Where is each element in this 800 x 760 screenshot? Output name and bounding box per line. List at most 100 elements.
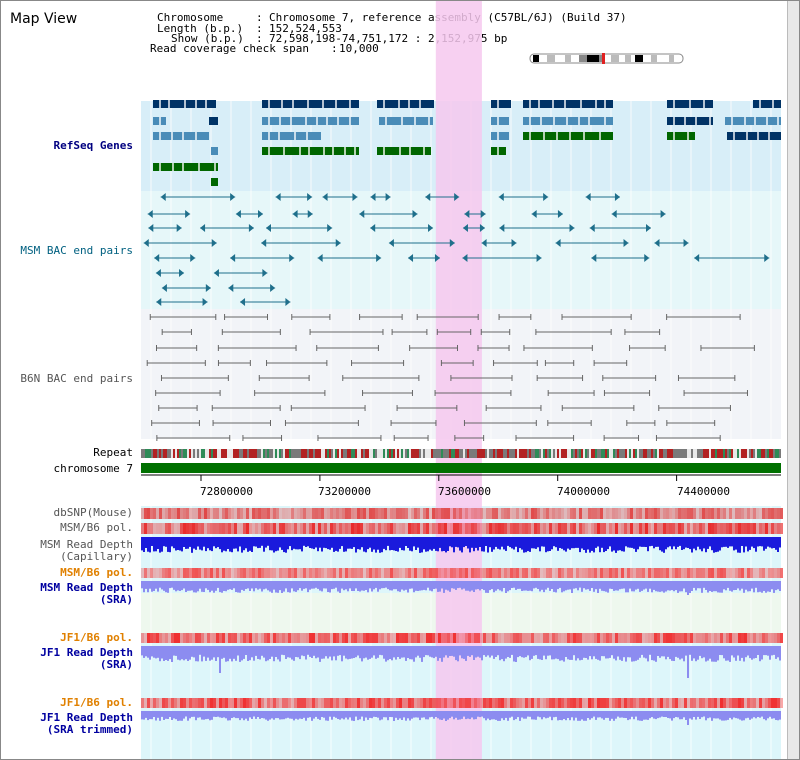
jf1-depth-sra bbox=[265, 646, 267, 662]
msm-b6-pol2-cell bbox=[213, 568, 216, 578]
msm-b6-pol2-cell bbox=[621, 568, 624, 578]
msm-b6-pol2-cell bbox=[723, 568, 726, 578]
msm-depth-sra bbox=[339, 581, 341, 593]
msm-b6-pol2-cell bbox=[168, 568, 171, 578]
repeat-segment bbox=[669, 449, 671, 458]
msm-b6-pol2-cell bbox=[561, 568, 564, 578]
jf1-b6-pol2-cell bbox=[651, 698, 654, 708]
repeat-segment bbox=[595, 449, 597, 458]
jf1-b6-pol-cell bbox=[420, 633, 423, 643]
msm-b6-pol-cell bbox=[456, 523, 459, 534]
jf1-depth-sra bbox=[771, 646, 773, 656]
msm-depth-capillary bbox=[409, 537, 411, 551]
dbsnp-cell bbox=[447, 508, 450, 519]
msm-b6-pol-cell bbox=[531, 523, 534, 534]
chromosome-ideogram[interactable] bbox=[529, 53, 685, 65]
jf1-b6-pol2-cell bbox=[696, 698, 699, 708]
dbsnp-cell bbox=[396, 508, 399, 519]
msm-depth-sra bbox=[439, 581, 441, 592]
jf1-depth-trim bbox=[389, 711, 391, 717]
msm-depth-capillary bbox=[221, 537, 223, 553]
msm-depth-sra bbox=[643, 581, 645, 590]
msm-b6-pol-cell bbox=[672, 523, 675, 534]
jf1-b6-pol-cell bbox=[315, 633, 318, 643]
repeat-segment bbox=[565, 449, 567, 458]
jf1-b6-pol-cell bbox=[777, 633, 780, 643]
track-label-msm-bac[interactable]: MSM BAC end pairs bbox=[20, 244, 133, 257]
msm-depth-sra bbox=[695, 581, 697, 591]
jf1-b6-pol2-cell bbox=[630, 698, 633, 708]
msm-depth-sra bbox=[195, 581, 197, 593]
msm-bac-end bbox=[205, 284, 211, 292]
msm-b6-pol-cell bbox=[651, 523, 654, 534]
jf1-depth-trim bbox=[193, 711, 195, 717]
msm-b6-pol-cell bbox=[315, 523, 318, 534]
repeat-segment bbox=[305, 449, 307, 458]
jf1-depth-sra bbox=[711, 646, 713, 662]
jf1-b6-pol2-cell bbox=[186, 698, 189, 708]
msm-depth-sra bbox=[431, 581, 433, 592]
msm-depth-sra bbox=[389, 581, 391, 591]
msm-b6-pol-cell bbox=[327, 523, 330, 534]
msm-depth-capillary bbox=[273, 537, 275, 553]
vertical-scrollbar[interactable] bbox=[787, 1, 799, 759]
msm-b6-pol-cell bbox=[453, 523, 456, 534]
repeat-segment bbox=[415, 449, 417, 458]
msm-depth-capillary bbox=[171, 537, 173, 547]
repeat-segment bbox=[751, 449, 753, 458]
msm-b6-pol2-cell bbox=[666, 568, 669, 578]
repeat-segment bbox=[221, 449, 223, 458]
repeat-segment bbox=[425, 449, 427, 458]
msm-b6-pol-cell bbox=[285, 523, 288, 534]
jf1-depth-trim bbox=[709, 711, 711, 718]
jf1-depth-sra bbox=[455, 646, 457, 661]
msm-depth-sra bbox=[289, 581, 291, 593]
repeat-segment bbox=[551, 449, 553, 458]
msm-bac-end bbox=[569, 224, 575, 232]
msm-b6-pol-cell bbox=[459, 523, 462, 534]
repeat-segment bbox=[485, 449, 487, 458]
msm-depth-sra bbox=[223, 581, 225, 591]
repeat-segment bbox=[455, 449, 457, 458]
msm-depth-sra bbox=[759, 581, 761, 592]
msm-depth-sra bbox=[147, 581, 149, 593]
dbsnp-cell bbox=[246, 508, 249, 519]
msm-depth-sra bbox=[569, 581, 571, 590]
msm-depth-sra bbox=[505, 581, 507, 593]
msm-bac-end bbox=[154, 254, 160, 262]
jf1-depth-trim bbox=[659, 711, 661, 718]
dbsnp-cell bbox=[660, 508, 663, 519]
repeat-segment bbox=[693, 449, 695, 458]
jf1-b6-pol-cell bbox=[441, 633, 444, 643]
msm-depth-capillary bbox=[531, 537, 533, 549]
dbsnp-cell bbox=[675, 508, 678, 519]
dbsnp-cell bbox=[519, 508, 522, 519]
dbsnp-cell bbox=[279, 508, 282, 519]
dbsnp-cell bbox=[477, 508, 480, 519]
msm-depth-sra bbox=[441, 581, 443, 589]
msm-depth-capillary bbox=[611, 537, 613, 552]
jf1-b6-pol-cell bbox=[747, 633, 750, 643]
repeat-segment bbox=[579, 449, 581, 458]
jf1-b6-pol-cell bbox=[531, 633, 534, 643]
msm-b6-pol2-cell bbox=[618, 568, 621, 578]
jf1-b6-pol-cell bbox=[171, 633, 174, 643]
dbsnp-cell bbox=[159, 508, 162, 519]
jf1-depth-trim bbox=[543, 711, 545, 718]
jf1-b6-pol-cell bbox=[561, 633, 564, 643]
dbsnp-cell bbox=[585, 508, 588, 519]
jf1-depth-sra bbox=[473, 646, 475, 660]
jf1-depth-sra bbox=[563, 646, 565, 662]
repeat-segment bbox=[609, 449, 611, 458]
msm-depth-sra bbox=[163, 581, 165, 591]
repeat-segment bbox=[519, 449, 521, 458]
axis-tick-2: 73200000 bbox=[318, 485, 371, 498]
track-label-b6n-bac[interactable]: B6N BAC end pairs bbox=[20, 372, 133, 385]
msm-b6-pol2-cell bbox=[288, 568, 291, 578]
dbsnp-cell bbox=[216, 508, 219, 519]
dbsnp-cell bbox=[552, 508, 555, 519]
track-label-refseq[interactable]: RefSeq Genes bbox=[53, 139, 133, 152]
msm-b6-pol-cell bbox=[486, 523, 489, 534]
